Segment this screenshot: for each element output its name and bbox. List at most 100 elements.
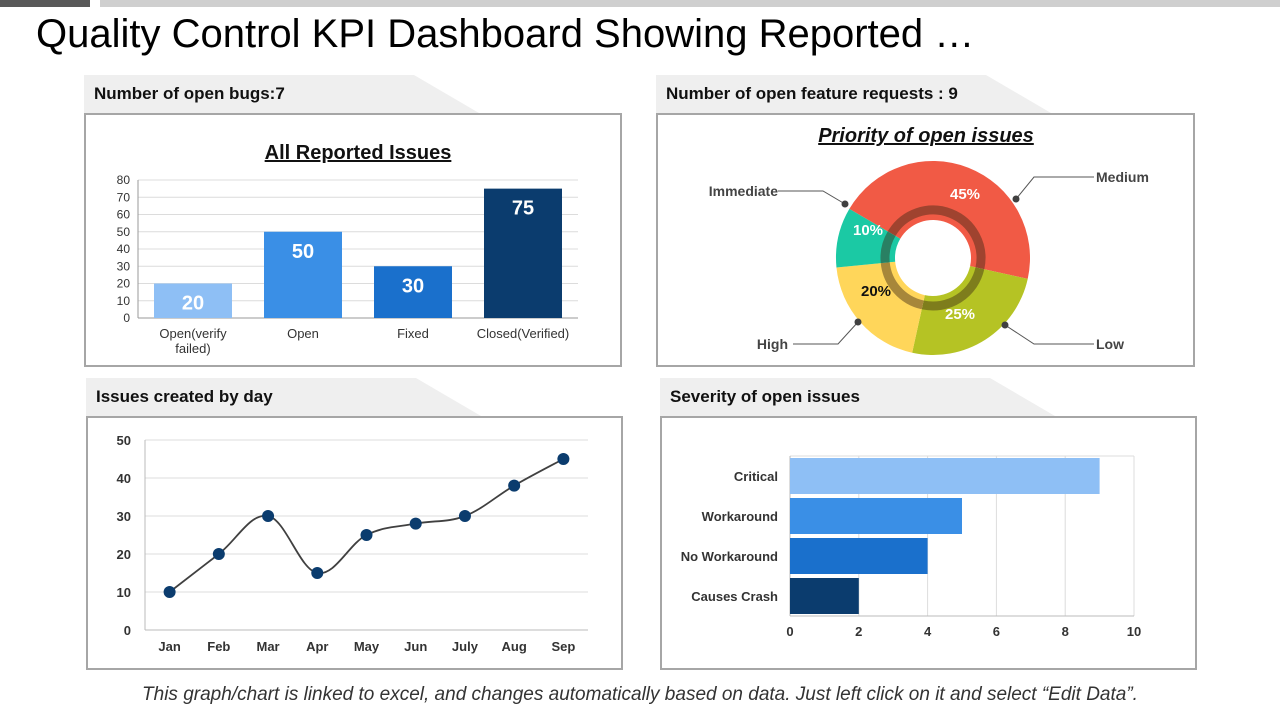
reported-issues-panel[interactable]: All Reported Issues 0 10 20 30 40 50 60 70 80 20 Op… bbox=[84, 113, 622, 367]
donut-slice bbox=[912, 266, 1028, 355]
bar bbox=[374, 266, 452, 318]
bar-value-label: 50 bbox=[292, 241, 314, 263]
bar bbox=[790, 578, 859, 614]
leader-line bbox=[778, 190, 846, 205]
data-point bbox=[262, 510, 275, 522]
y-tick-label: 70 bbox=[117, 190, 131, 204]
severity-chart[interactable]: 0 2 4 6 8 10 Critical Workaround No Workaround Ca… bbox=[662, 418, 1195, 668]
x-tick-label: Apr bbox=[306, 639, 328, 654]
slice-percent-label: 20% bbox=[861, 283, 891, 300]
data-point bbox=[557, 453, 570, 465]
leader-dot bbox=[1001, 321, 1009, 329]
x-tick-label: 8 bbox=[1062, 624, 1069, 639]
donut-inner-ring bbox=[880, 262, 924, 310]
bar-value-label: 30 bbox=[402, 275, 424, 297]
severity-tab: Severity of open issues bbox=[660, 378, 1060, 416]
bugs-tab-label: Number of open bugs:7 bbox=[94, 84, 285, 103]
chart-title: All Reported Issues bbox=[265, 142, 452, 164]
top-accent-light bbox=[100, 0, 1280, 7]
bar bbox=[790, 498, 962, 534]
slice-percent-label: 25% bbox=[945, 306, 975, 323]
y-tick-label: 50 bbox=[117, 433, 131, 448]
data-point bbox=[508, 479, 521, 492]
x-tick-label: 2 bbox=[855, 624, 862, 639]
reported-issues-chart[interactable]: All Reported Issues 0 10 20 30 40 50 60 70 80 20 Op… bbox=[86, 115, 620, 365]
y-tick-label: No Workaround bbox=[681, 549, 778, 564]
bar bbox=[154, 283, 232, 318]
x-tick-label: Feb bbox=[207, 639, 230, 654]
y-tick-label: 20 bbox=[117, 277, 131, 291]
x-tick-label: Mar bbox=[256, 639, 279, 654]
donut-slice bbox=[849, 161, 1030, 279]
leader-dot bbox=[854, 318, 862, 326]
y-tick-label: 10 bbox=[117, 585, 131, 600]
x-tick-label: 6 bbox=[993, 624, 1000, 639]
x-tick-label: May bbox=[354, 639, 380, 654]
data-point bbox=[212, 548, 225, 560]
donut-inner-ring bbox=[880, 231, 896, 264]
issues-by-day-chart[interactable]: 0 10 20 30 40 50 Jan Feb Mar Apr May Jun July Aug Sep bbox=[88, 418, 621, 668]
slice-name-label: Immediate bbox=[709, 183, 778, 199]
data-point bbox=[458, 510, 471, 522]
y-tick-label: 0 bbox=[124, 623, 131, 638]
y-tick-label: Causes Crash bbox=[691, 589, 778, 604]
donut-inner-ring bbox=[921, 267, 985, 311]
bar bbox=[484, 188, 562, 318]
data-point bbox=[360, 529, 373, 541]
priority-panel[interactable]: Priority of open issues 45% Medium 25% Low 20… bbox=[656, 113, 1195, 367]
chart-title: Priority of open issues bbox=[818, 125, 1034, 147]
severity-tab-label: Severity of open issues bbox=[670, 387, 860, 406]
y-tick-label: 40 bbox=[117, 471, 131, 486]
y-tick-label: 60 bbox=[117, 208, 131, 222]
y-tick-label: 40 bbox=[117, 242, 131, 256]
issues-tab-label: Issues created by day bbox=[96, 387, 273, 406]
top-accent-bar bbox=[0, 0, 1280, 7]
slice-name-label: Low bbox=[1096, 336, 1124, 352]
y-tick-label: 30 bbox=[117, 509, 131, 524]
x-tick-label: Jan bbox=[158, 639, 180, 654]
bar bbox=[264, 231, 342, 318]
series-line bbox=[169, 458, 564, 593]
slice-percent-label: 45% bbox=[950, 186, 980, 203]
bar bbox=[790, 538, 928, 574]
tab-shape bbox=[656, 75, 1051, 113]
tab-shape bbox=[86, 378, 481, 416]
x-tick-label: Closed(Verified) bbox=[477, 326, 570, 341]
priority-chart[interactable]: Priority of open issues 45% Medium 25% Low 20… bbox=[658, 115, 1193, 365]
y-tick-label: 20 bbox=[117, 547, 131, 562]
x-tick-label: Aug bbox=[502, 639, 527, 654]
x-tick-label-line: Fixed bbox=[397, 326, 429, 341]
bar bbox=[790, 458, 1100, 494]
y-tick-label: 50 bbox=[117, 225, 131, 239]
leader-line bbox=[1015, 176, 1094, 200]
donut-slice bbox=[836, 261, 925, 353]
slice-name-label: Medium bbox=[1096, 169, 1149, 185]
y-tick-label: Critical bbox=[734, 469, 778, 484]
issues-tab: Issues created by day bbox=[86, 378, 486, 416]
x-tick-label: July bbox=[452, 639, 479, 654]
x-tick-label: Open(verify failed) bbox=[159, 326, 227, 356]
x-tick-label-line: Open(verify bbox=[159, 326, 227, 341]
donut-inner-ring bbox=[887, 205, 986, 270]
y-tick-label: 80 bbox=[117, 173, 131, 187]
y-tick-label: 0 bbox=[123, 311, 130, 325]
bar-value-label: 20 bbox=[182, 293, 204, 315]
page-title: Quality Control KPI Dashboard Showing Re… bbox=[36, 12, 975, 56]
leader-dot bbox=[841, 200, 849, 208]
x-tick-label-line: failed) bbox=[175, 341, 210, 356]
x-tick-label: 4 bbox=[924, 624, 932, 639]
x-tick-label-line: Closed(Verified) bbox=[477, 326, 570, 341]
slice-name-label: High bbox=[757, 336, 788, 352]
y-tick-label: 30 bbox=[117, 259, 131, 273]
x-tick-label: Sep bbox=[551, 639, 575, 654]
data-point bbox=[409, 517, 422, 530]
severity-panel[interactable]: 0 2 4 6 8 10 Critical Workaround No Workaround Ca… bbox=[660, 416, 1197, 670]
tab-shape bbox=[84, 75, 479, 113]
issues-by-day-panel[interactable]: 0 10 20 30 40 50 Jan Feb Mar Apr May Jun July Aug Sep bbox=[86, 416, 623, 670]
tab-shape bbox=[660, 378, 1055, 416]
x-tick-label: Open bbox=[287, 326, 319, 341]
slice-percent-label: 10% bbox=[853, 222, 883, 239]
top-accent-dark bbox=[0, 0, 90, 7]
bar-value-label: 75 bbox=[512, 198, 534, 220]
leader-line bbox=[793, 321, 859, 345]
